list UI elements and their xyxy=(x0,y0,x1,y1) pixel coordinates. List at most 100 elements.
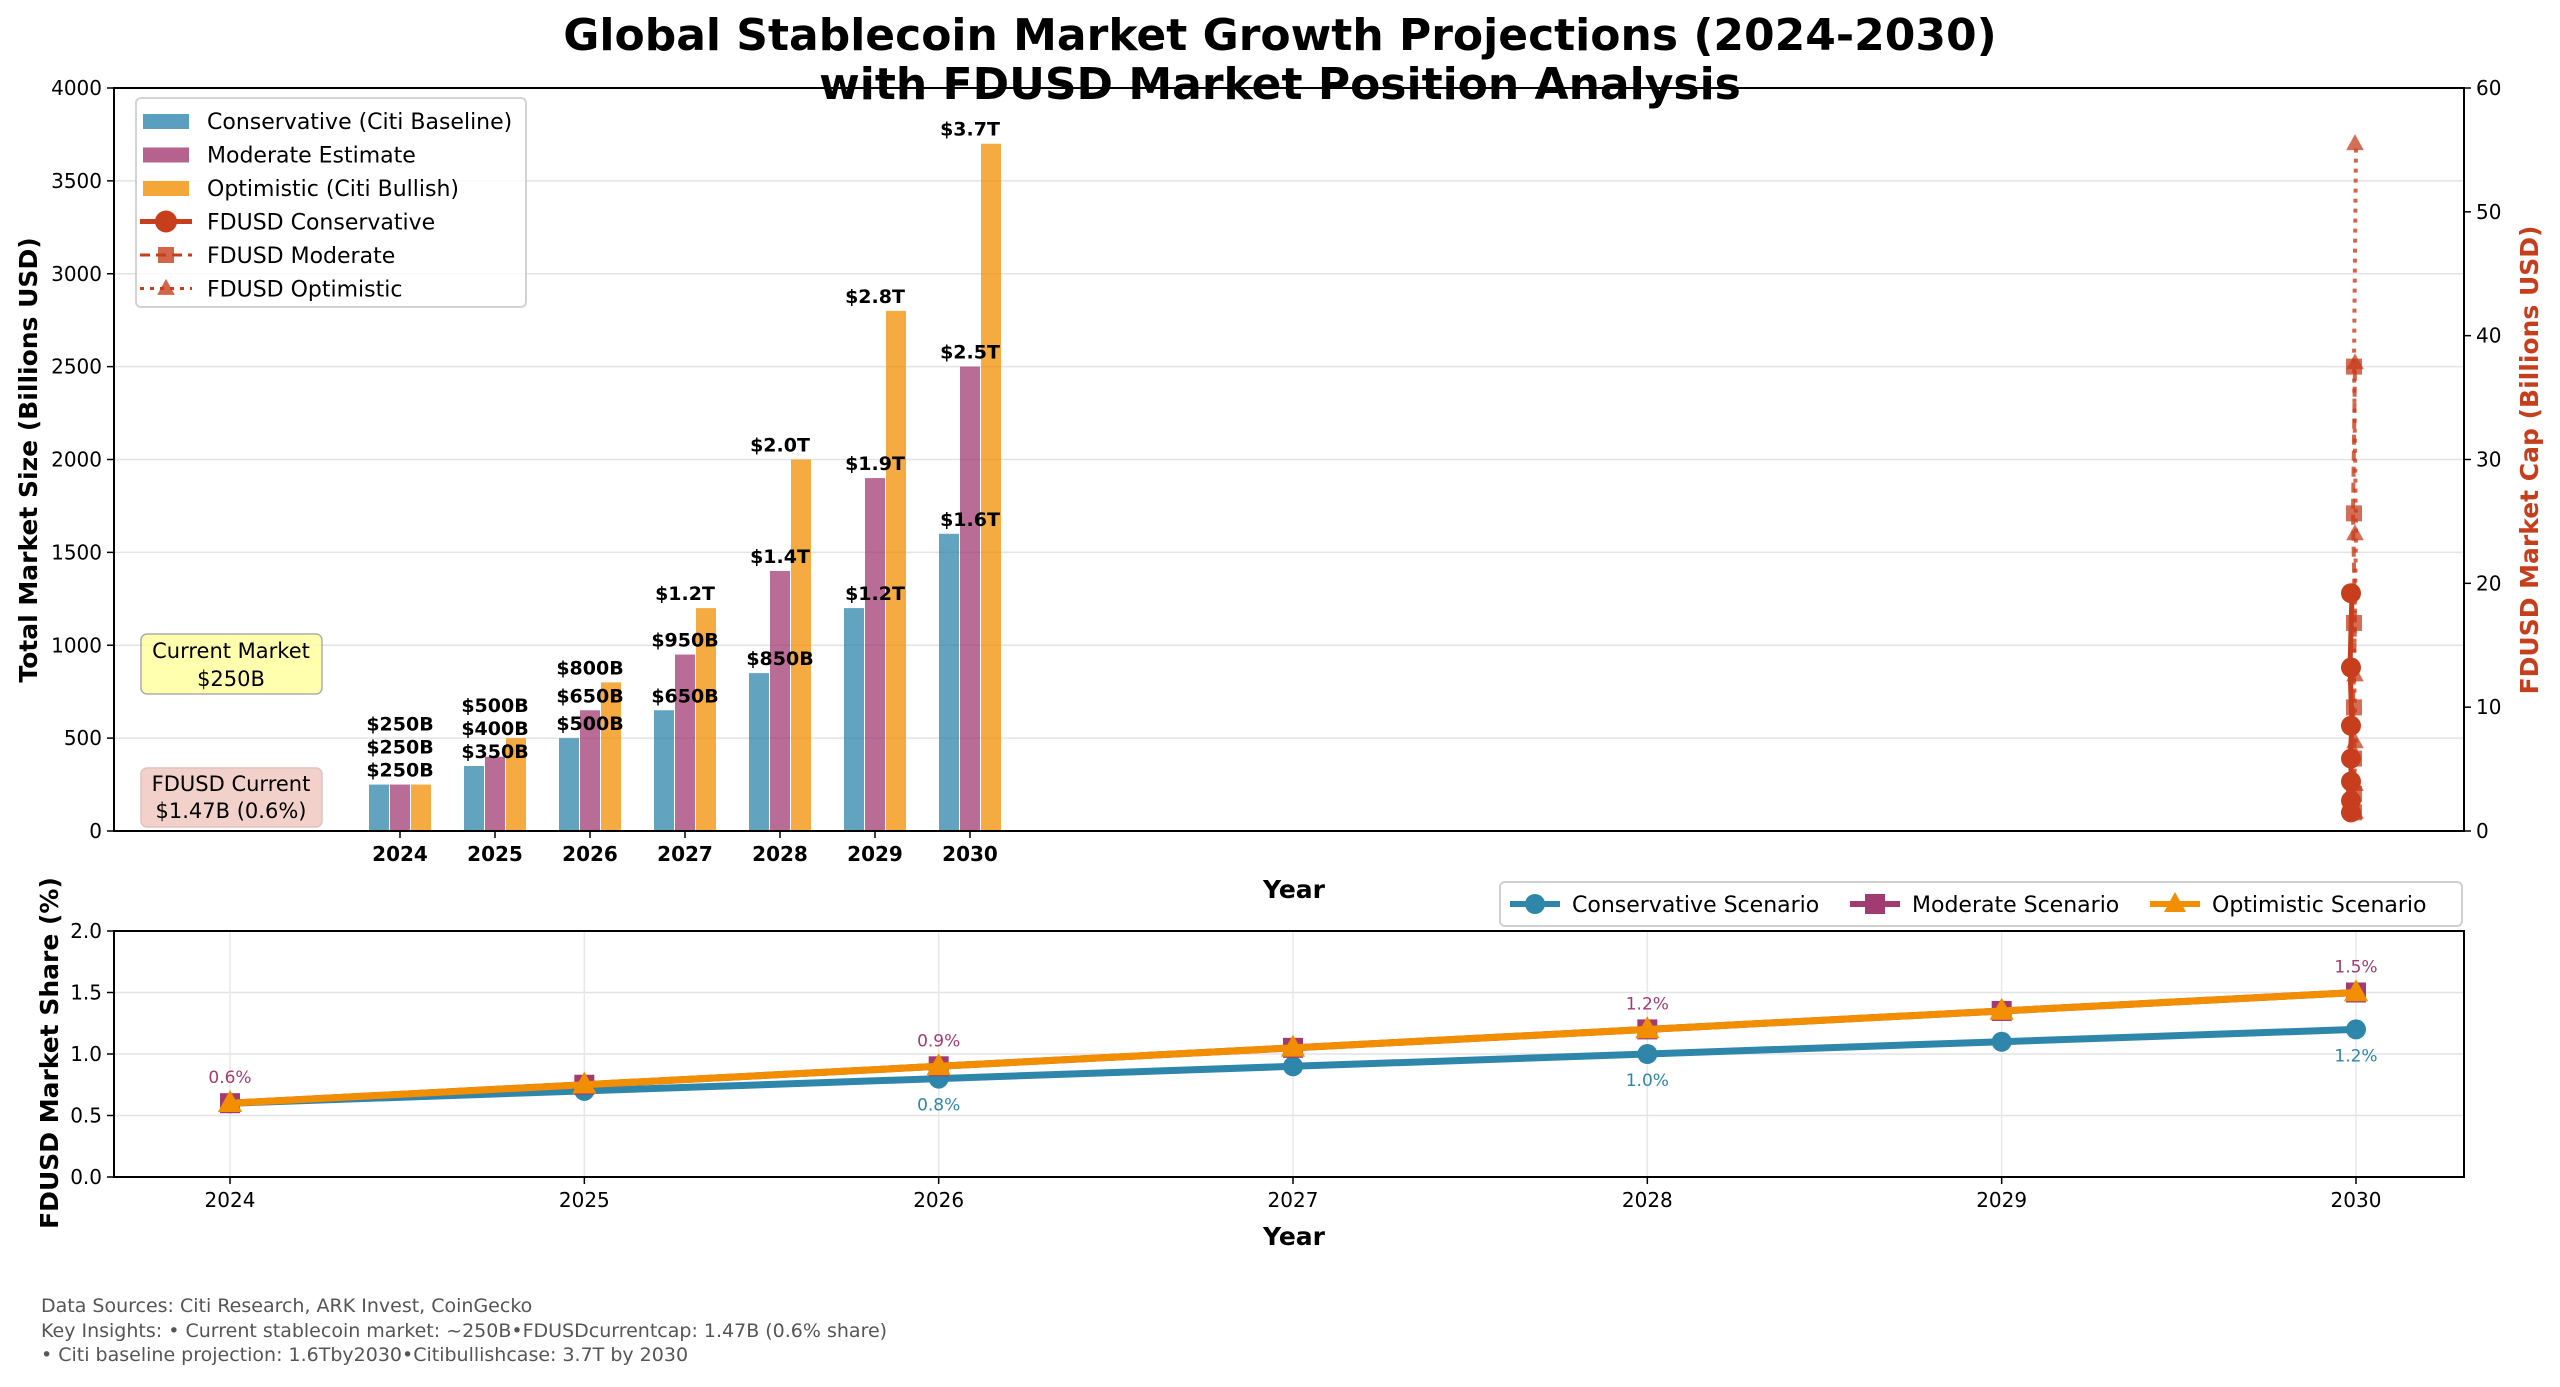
market-bar xyxy=(749,673,769,831)
bottom-y-axis-label: FDUSD Market Share (%) xyxy=(35,877,64,1229)
share-marker xyxy=(1283,1056,1303,1077)
x-tick-label: 2028 xyxy=(752,842,808,866)
y-tick-label: 3500 xyxy=(51,169,102,193)
footer-sources: Data Sources: Citi Research, ARK Invest,… xyxy=(41,1295,532,1317)
bottom-x-axis-label: Year xyxy=(1262,1222,1326,1251)
x-tick-label: 2027 xyxy=(1268,1188,1319,1212)
market-bar xyxy=(791,459,811,831)
bar-value-label: $650B xyxy=(651,685,718,707)
top-y-axis-label: Total Market Size (Billions USD) xyxy=(14,237,43,682)
fdusd-marker xyxy=(2346,614,2362,631)
x-tick-label: 2029 xyxy=(847,842,903,866)
x-tick-label: 2024 xyxy=(372,842,428,866)
market-bar xyxy=(601,682,621,831)
legend-swatch xyxy=(143,181,189,196)
footer-insights: Key Insights: • Current stablecoin marke… xyxy=(41,1320,887,1342)
legend-box xyxy=(135,97,527,308)
legend-box xyxy=(1499,881,2463,927)
x-tick-label: 2026 xyxy=(913,1188,964,1212)
legend-marker xyxy=(155,210,177,233)
market-bar xyxy=(506,738,526,831)
bar-value-label: $400B xyxy=(461,718,528,740)
bar-value-label: $2.5T xyxy=(940,342,1000,364)
share-marker xyxy=(1635,1016,1660,1039)
market-bar xyxy=(886,310,906,831)
share-marker xyxy=(1991,1031,2012,1052)
bar-value-label: $500B xyxy=(556,713,623,735)
fdusd-marker xyxy=(2346,699,2362,716)
fdusd-marker xyxy=(2346,134,2364,151)
market-bar xyxy=(865,478,885,831)
y2-tick-label: 0 xyxy=(2476,819,2489,843)
legend-label: Optimistic (Citi Bullish) xyxy=(207,177,459,202)
point-value-label: 0.8% xyxy=(917,1096,960,1116)
fdusd-marker xyxy=(2346,774,2364,791)
market-bar xyxy=(696,608,716,831)
y-tick-label: 0.0 xyxy=(70,1165,102,1189)
market-bar xyxy=(960,366,980,831)
annotation-current-market-text: Current Market xyxy=(152,639,310,663)
point-value-label: 1.0% xyxy=(1626,1071,1669,1091)
bar-value-label: $950B xyxy=(651,630,718,652)
bar-value-label: $1.2T xyxy=(845,583,905,605)
y-tick-label: 1.5 xyxy=(70,981,102,1005)
annotation-fdusd-current-text: FDUSD Current xyxy=(152,772,311,796)
legend-label: FDUSD Conservative xyxy=(207,211,435,236)
y-tick-label: 2500 xyxy=(51,355,102,379)
fdusd-marker xyxy=(2341,715,2361,736)
x-tick-label: 2028 xyxy=(1622,1188,1673,1212)
market-bar xyxy=(939,533,959,831)
bar-value-label: $850B xyxy=(746,648,813,670)
bar-value-label: $500B xyxy=(461,695,528,717)
y2-tick-label: 20 xyxy=(2476,571,2501,595)
bar-value-label: $650B xyxy=(556,685,623,707)
legend-marker xyxy=(2164,892,2186,912)
legend-label: Moderate Scenario xyxy=(1912,893,2119,918)
legend-swatch xyxy=(143,147,189,163)
point-value-label: 0.9% xyxy=(917,1031,960,1051)
y-tick-label: 1500 xyxy=(51,540,102,564)
share-marker xyxy=(1989,997,2014,1020)
x-tick-label: 2029 xyxy=(1976,1188,2027,1212)
point-value-label: 1.2% xyxy=(2334,1046,2377,1066)
share-marker xyxy=(217,1090,243,1112)
point-value-label: 1.5% xyxy=(2334,958,2377,978)
market-bar xyxy=(390,784,410,831)
chart-title-line2: with FDUSD Market Position Analysis xyxy=(819,59,1741,110)
annotation-fdusd-current-box xyxy=(140,767,323,828)
chart-title-line1: Global Stablecoin Market Growth Projecti… xyxy=(563,10,1996,61)
bar-value-label: $1.6T xyxy=(940,509,1000,531)
legend-label: Conservative Scenario xyxy=(1572,893,1819,918)
x-tick-label: 2024 xyxy=(205,1188,256,1212)
y2-tick-label: 50 xyxy=(2476,200,2501,224)
fdusd-marker xyxy=(2346,353,2364,370)
fdusd-marker xyxy=(2346,802,2364,819)
footer-projection: • Citi baseline projection: 1.6Tby2030•C… xyxy=(41,1344,688,1366)
market-bar xyxy=(770,570,790,831)
market-bar xyxy=(844,608,864,831)
legend-marker xyxy=(1525,894,1545,914)
bar-value-label: $800B xyxy=(556,657,623,679)
y2-tick-label: 60 xyxy=(2476,76,2501,100)
share-marker xyxy=(2346,1019,2366,1040)
annotation-current-market-value: $250B xyxy=(197,667,265,691)
bar-value-label: $250B xyxy=(366,714,433,736)
y-tick-label: 2000 xyxy=(51,448,102,472)
y-tick-label: 3000 xyxy=(51,262,102,286)
fdusd-marker xyxy=(2346,732,2364,749)
y-tick-label: 500 xyxy=(64,726,102,750)
point-value-label: 1.2% xyxy=(1626,994,1669,1014)
bar-value-label: $2.0T xyxy=(750,435,810,457)
market-bar xyxy=(485,756,505,831)
x-tick-label: 2030 xyxy=(2331,1188,2382,1212)
y-tick-label: 2.0 xyxy=(70,919,102,943)
bar-value-label: $250B xyxy=(366,760,433,782)
share-marker xyxy=(2343,979,2369,1002)
y-tick-label: 1000 xyxy=(51,633,102,657)
market-bar xyxy=(369,784,389,831)
share-marker xyxy=(926,1053,951,1076)
annotation-fdusd-current-value: $1.47B (0.6%) xyxy=(156,799,307,823)
legend-swatch xyxy=(143,114,189,129)
y2-tick-label: 40 xyxy=(2476,324,2501,348)
legend-label: FDUSD Optimistic xyxy=(207,278,402,303)
